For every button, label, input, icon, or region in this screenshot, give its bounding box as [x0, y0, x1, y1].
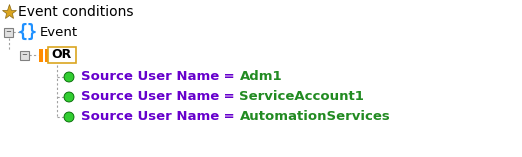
- Text: ServiceAccount1: ServiceAccount1: [240, 90, 364, 103]
- Text: −: −: [21, 52, 27, 58]
- Circle shape: [64, 92, 74, 102]
- Text: Event conditions: Event conditions: [18, 5, 134, 19]
- Text: =: =: [219, 111, 240, 124]
- Text: {}: {}: [18, 23, 38, 41]
- Text: Event: Event: [40, 25, 78, 38]
- Text: Source User Name: Source User Name: [81, 111, 219, 124]
- Text: Adm1: Adm1: [240, 70, 282, 84]
- FancyBboxPatch shape: [4, 27, 13, 36]
- Text: =: =: [219, 70, 240, 84]
- Text: Source User Name: Source User Name: [81, 90, 219, 103]
- Text: OR: OR: [52, 49, 72, 62]
- Text: AutomationServices: AutomationServices: [240, 111, 390, 124]
- FancyBboxPatch shape: [19, 51, 29, 60]
- Circle shape: [64, 112, 74, 122]
- FancyBboxPatch shape: [39, 49, 43, 62]
- Text: =: =: [219, 90, 240, 103]
- Text: Source User Name: Source User Name: [81, 70, 219, 84]
- Circle shape: [64, 72, 74, 82]
- Text: −: −: [5, 29, 11, 35]
- FancyBboxPatch shape: [48, 47, 76, 63]
- FancyBboxPatch shape: [45, 49, 49, 62]
